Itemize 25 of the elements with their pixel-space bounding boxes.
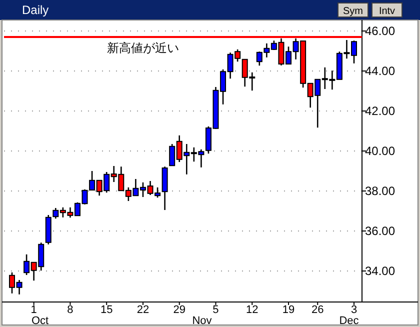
x-tick-label: 29 — [173, 304, 186, 316]
y-tick-label: 42.00 — [365, 104, 396, 118]
y-tick-label: 46.00 — [365, 24, 396, 38]
x-tick-label: 5 — [212, 304, 219, 316]
candlestick — [162, 166, 168, 211]
y-tick-label: 36.00 — [365, 224, 396, 238]
x-tick-label: 8 — [67, 304, 74, 316]
chart-title: Daily — [22, 3, 49, 17]
text: Dec — [339, 315, 360, 327]
y-tick-label: 40.00 — [365, 144, 396, 158]
y-tick-label: 38.00 — [365, 184, 396, 198]
y-tick-label: 34.00 — [365, 264, 396, 278]
x-tick-label: 12 — [246, 304, 258, 316]
x-tick-label: 19 — [282, 304, 295, 316]
annotation: 新高値が近い — [107, 41, 179, 55]
x-tick-label: 1 — [30, 304, 37, 316]
text: Intv — [378, 6, 396, 17]
text: Oct — [31, 315, 49, 327]
text: Nov — [192, 315, 212, 327]
text: Sym — [343, 6, 363, 17]
x-tick-label: 22 — [136, 304, 150, 316]
x-tick-label: 3 — [350, 304, 358, 316]
y-tick-label: 44.00 — [365, 64, 396, 78]
x-tick-label: 15 — [100, 304, 113, 316]
x-tick-label: 26 — [311, 304, 324, 316]
